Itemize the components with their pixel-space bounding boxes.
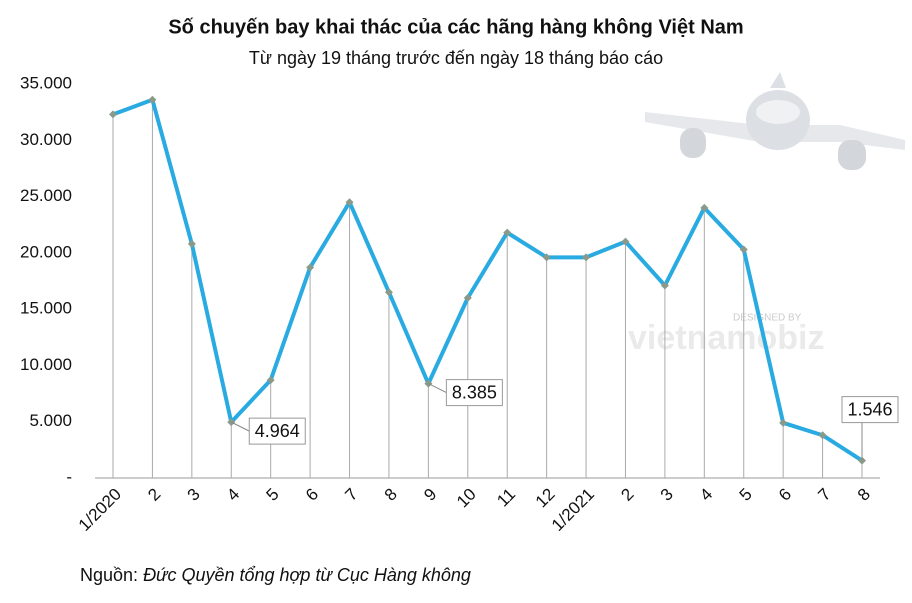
source-text: Đức Quyền tổng hợp từ Cục Hàng không	[143, 565, 471, 585]
point-marker	[463, 293, 472, 302]
x-tick-label: 2	[617, 485, 637, 505]
line-series	[112, 97, 864, 463]
point-marker	[306, 263, 315, 272]
y-tick-label: 5.000	[29, 411, 72, 430]
y-tick-label: 15.000	[20, 299, 72, 318]
value-label: 1.546	[847, 399, 892, 419]
x-tick-label: 7	[814, 485, 834, 505]
y-tick-label: 30.000	[20, 130, 72, 149]
point-marker	[384, 288, 393, 297]
chart-title: Số chuyến bay khai thác của các hãng hàn…	[168, 16, 743, 38]
point-marker	[345, 198, 354, 207]
watermark-small: DESIGNED BY	[733, 313, 802, 324]
x-tick-label: 3	[657, 485, 677, 505]
x-tick-label: 3	[184, 485, 204, 505]
x-tick-label: 11	[493, 485, 519, 511]
point-marker	[700, 203, 709, 212]
x-tick-label: 5	[263, 485, 283, 505]
label-leader	[428, 383, 447, 394]
value-label: 8.385	[452, 382, 497, 402]
x-tick-label: 6	[775, 485, 795, 505]
x-tick-label: 2	[144, 485, 164, 505]
point-marker	[266, 376, 275, 385]
point-marker	[739, 245, 748, 254]
point-marker	[660, 281, 669, 290]
point-marker	[109, 110, 117, 119]
point-marker	[148, 95, 157, 104]
point-marker	[621, 237, 630, 246]
chart-subtitle: Từ ngày 19 tháng trước đến ngày 18 tháng…	[249, 48, 663, 68]
point-marker	[779, 418, 788, 427]
x-tick-label: 4	[223, 485, 243, 505]
x-tick-label: 8	[381, 485, 401, 505]
watermark: vietnamobiz	[628, 319, 824, 357]
point-marker	[542, 253, 551, 262]
x-tick-label: 8	[854, 485, 874, 505]
source-label: Nguồn:	[80, 565, 138, 585]
x-tick-label: 9	[420, 485, 440, 505]
x-tick-label: 1/2021	[548, 485, 598, 535]
point-marker	[582, 253, 591, 262]
airplane-illustration	[645, 72, 905, 170]
x-tick-label: 1/2020	[75, 485, 125, 535]
y-tick-label: 35.000	[20, 73, 72, 92]
x-tick-label: 10	[453, 485, 480, 512]
x-tick-label: 6	[302, 485, 322, 505]
x-tick-label: 12	[532, 485, 559, 512]
y-tick-label: 10.000	[20, 355, 72, 374]
y-tick-label: 20.000	[20, 242, 72, 261]
value-label-box	[248, 417, 306, 445]
y-tick-label: -	[66, 467, 72, 486]
x-tick-label: 4	[696, 485, 716, 505]
point-marker	[818, 431, 827, 440]
value-label-box	[841, 396, 899, 424]
label-leader	[231, 421, 250, 432]
x-tick-label: 7	[341, 485, 361, 505]
point-marker	[187, 239, 196, 248]
y-tick-label: 25.000	[20, 186, 72, 205]
value-label-box	[445, 379, 503, 407]
value-label: 4.964	[255, 421, 300, 441]
source: Nguồn: Đức Quyền tổng hợp từ Cục Hàng kh…	[80, 565, 471, 585]
x-tick-label: 5	[736, 485, 756, 505]
point-marker	[503, 228, 512, 237]
